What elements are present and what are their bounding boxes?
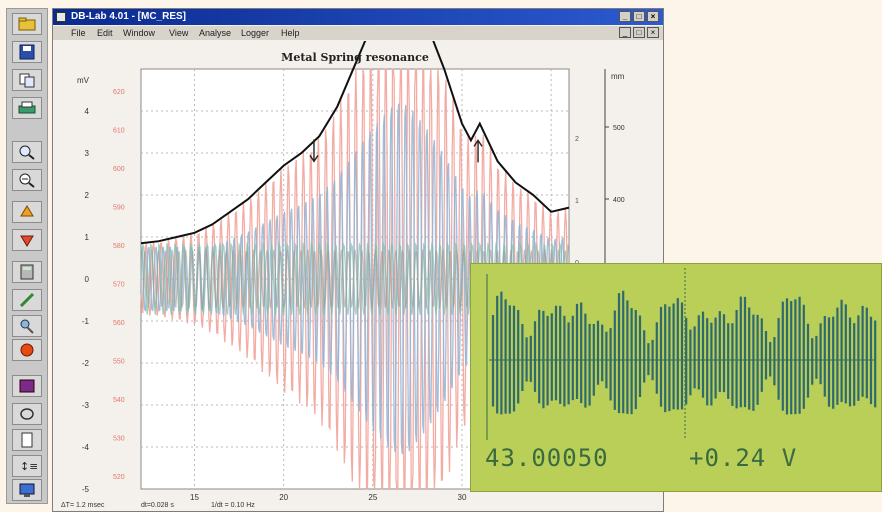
y-left-label: mV <box>77 76 90 85</box>
x-tick: 15 <box>190 493 199 502</box>
y-left-tick: 3 <box>85 149 90 158</box>
copy-icon[interactable] <box>12 69 42 91</box>
y-red-tick: 600 <box>113 166 125 173</box>
doc-maximize-button[interactable]: □ <box>633 27 645 38</box>
title-bar: DB-Lab 4.01 - [MC_RES] _ □ × <box>53 9 663 25</box>
y-right-tick: 2 <box>575 136 579 143</box>
tools-icon[interactable] <box>12 315 42 337</box>
x-tick: 30 <box>458 493 467 502</box>
doc-minimize-button[interactable]: _ <box>619 27 631 38</box>
pencil-icon[interactable] <box>12 289 42 311</box>
y-left-tick: 0 <box>85 275 90 284</box>
zoom-icon[interactable] <box>12 141 42 163</box>
print-icon[interactable] <box>12 97 42 119</box>
envelope-line <box>140 41 570 245</box>
y-red-tick: 540 <box>113 397 125 404</box>
menu-file[interactable]: File <box>71 28 86 38</box>
y-far-right-tick: 400 <box>613 197 625 204</box>
arrow-up-head <box>473 139 483 147</box>
menu-help[interactable]: Help <box>281 28 300 38</box>
calculator-icon[interactable] <box>12 261 42 283</box>
scope-voltage-readout: +0.24 V <box>689 444 798 472</box>
y-red-tick: 530 <box>113 436 125 443</box>
maximize-button[interactable]: □ <box>633 11 645 22</box>
menu-edit[interactable]: Edit <box>97 28 113 38</box>
book-icon[interactable] <box>12 375 42 397</box>
y-red-tick: 570 <box>113 282 125 289</box>
close-button[interactable]: × <box>647 11 659 22</box>
y-red-tick: 550 <box>113 359 125 366</box>
minimize-button[interactable]: _ <box>619 11 631 22</box>
vertical-toolbar: ↕≡ <box>6 8 48 504</box>
arrow-down-head <box>309 155 319 163</box>
y-left-tick: -5 <box>82 485 90 494</box>
display-icon[interactable] <box>12 479 42 501</box>
green-signal-trace <box>140 242 569 315</box>
menu-window[interactable]: Window <box>123 28 156 38</box>
svg-text:↕≡: ↕≡ <box>20 460 37 473</box>
scope-time-readout: 43.00050 <box>485 444 609 472</box>
list-icon[interactable]: ↕≡ <box>12 455 42 477</box>
menu-view[interactable]: View <box>169 28 189 38</box>
status-frequency: 1/dt = 0.10 Hz <box>211 502 255 509</box>
y-red-tick: 560 <box>113 320 125 327</box>
save-icon[interactable] <box>12 41 42 63</box>
gray-signal-trace <box>140 249 569 309</box>
window-title: DB-Lab 4.01 - [MC_RES] <box>71 11 187 22</box>
y-left-tick: 2 <box>85 191 90 200</box>
status-dt: dt=0.028 s <box>141 502 174 509</box>
x-tick: 20 <box>279 493 288 502</box>
menu-logger[interactable]: Logger <box>241 28 270 38</box>
page-icon[interactable] <box>12 429 42 451</box>
loop-icon[interactable] <box>12 403 42 425</box>
y-left-tick: -3 <box>82 401 90 410</box>
y-right-tick: 1 <box>575 198 579 205</box>
y-left-tick: -2 <box>82 359 90 368</box>
status-delta-t: ΔT= 1.2 msec <box>61 502 105 509</box>
app-icon <box>56 12 66 22</box>
y-far-right-label: mm <box>611 72 625 81</box>
doc-close-button[interactable]: × <box>647 27 659 38</box>
y-left-tick: -4 <box>82 443 90 452</box>
y-red-tick: 620 <box>113 89 125 96</box>
record-icon[interactable] <box>12 339 42 361</box>
chart-title: Metal Spring resonance <box>281 51 429 64</box>
marker-down-icon[interactable] <box>12 229 42 251</box>
y-left-tick: 4 <box>85 107 90 116</box>
menu-bar: File Edit Window View Analyse Logger Hel… <box>53 26 663 40</box>
zoom-out-icon[interactable] <box>12 169 42 191</box>
menu-analyse[interactable]: Analyse <box>199 28 232 38</box>
y-far-right-tick: 500 <box>613 125 625 132</box>
marker-up-icon[interactable] <box>12 201 42 223</box>
y-red-tick: 610 <box>113 128 125 135</box>
y-left-tick: -1 <box>82 317 90 326</box>
y-red-tick: 520 <box>113 474 125 481</box>
x-tick: 25 <box>368 493 377 502</box>
y-red-tick: 580 <box>113 243 125 250</box>
y-left-tick: 1 <box>85 233 90 242</box>
open-folder-icon[interactable] <box>12 13 42 35</box>
y-red-tick: 590 <box>113 205 125 212</box>
oscilloscope-inset: 43.00050 +0.24 V <box>470 263 882 492</box>
